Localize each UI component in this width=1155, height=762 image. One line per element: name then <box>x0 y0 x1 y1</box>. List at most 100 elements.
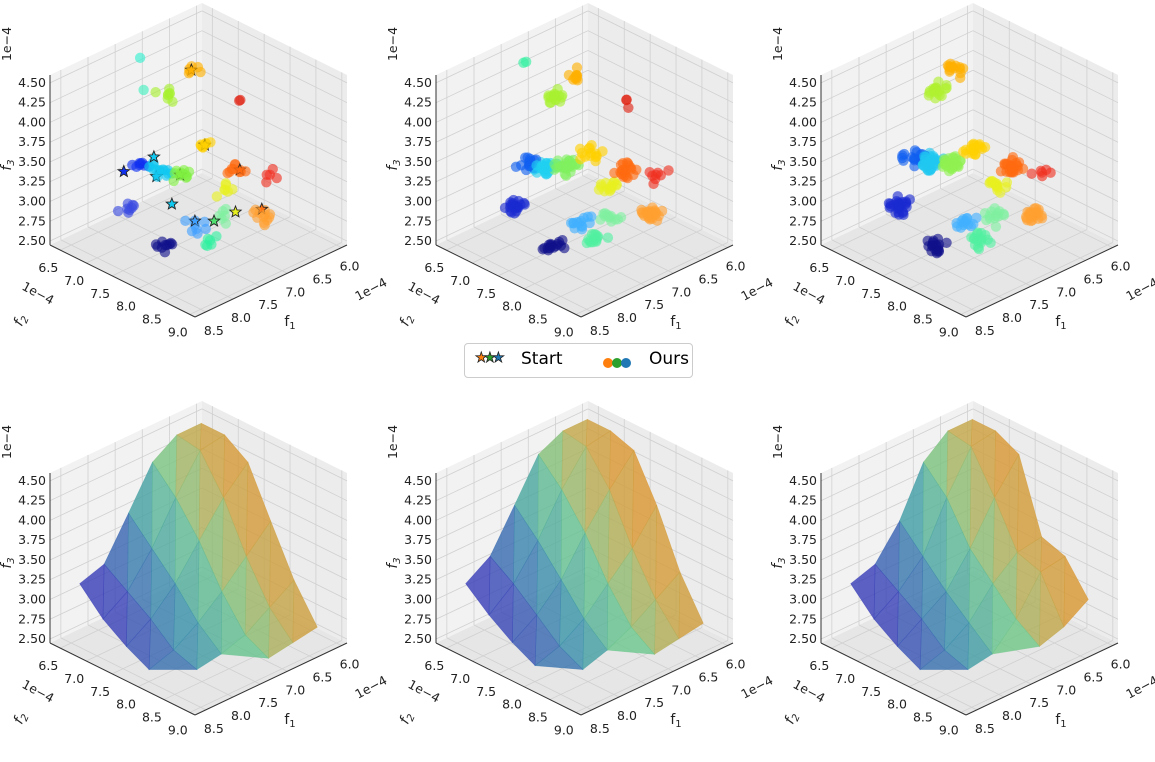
f1-tick-label: 7.0 <box>671 284 691 299</box>
gridline <box>960 242 1113 315</box>
f3-tick-label: 3.00 <box>404 194 432 209</box>
f2-tick-label: 7.5 <box>90 684 110 699</box>
f2-tick-label: 8.5 <box>528 312 548 327</box>
gridline <box>858 226 1005 300</box>
scatter-point <box>954 72 966 84</box>
gridline <box>60 637 207 711</box>
gridline <box>49 10 203 84</box>
f2-tick-label: 9.0 <box>554 722 574 737</box>
gridline <box>472 190 625 264</box>
scatter-point <box>590 155 601 167</box>
gridline <box>934 627 1088 700</box>
gridline <box>163 229 317 302</box>
f3-tick-label: 4.50 <box>18 75 46 90</box>
surface-facet <box>606 626 656 655</box>
gridline <box>435 30 589 104</box>
scatter-point <box>984 178 995 189</box>
f1-tick-label: 6.5 <box>698 669 718 684</box>
f2-tick-label: 8.0 <box>887 697 907 712</box>
scatter-point <box>606 216 617 227</box>
gridline <box>587 10 734 84</box>
gridline <box>60 239 207 313</box>
f2-tick-label: 8.0 <box>116 697 136 712</box>
gridline <box>49 109 203 183</box>
f2-tick-label: 7.0 <box>835 273 855 288</box>
gridline <box>587 89 734 163</box>
surface-facet <box>79 563 105 620</box>
f3-axis-label: f3 <box>385 557 403 568</box>
f1-tick-label: 8.0 <box>231 708 251 723</box>
f3-axis-label: f3 <box>0 159 17 170</box>
chart-panel-6: 2.50 2.75 3.00 3.25 3.50 3.75 4.00 4.25 4.50 6.5 7… <box>770 401 1155 737</box>
surface-facet <box>488 582 514 644</box>
f2-tick-label: 8.5 <box>142 710 162 725</box>
f3-tick-label: 2.50 <box>404 631 432 646</box>
f3-tick-label: 2.75 <box>404 611 432 626</box>
scatter-point <box>205 137 216 148</box>
f2-tick-label: 6.5 <box>424 658 444 673</box>
gridline <box>885 213 1032 287</box>
scatter-point <box>211 231 222 242</box>
f1-axis-label: f1 <box>670 712 681 730</box>
f2-tick-label: 7.5 <box>476 286 496 301</box>
scatter-point <box>219 184 230 195</box>
start-star-marker <box>207 213 221 227</box>
legend: ★★★ Start Ours <box>464 343 693 378</box>
f2-tick-label: 7.0 <box>450 671 470 686</box>
f2-axis-line <box>49 244 196 318</box>
f3-tick-label: 3.75 <box>789 134 817 149</box>
f2-tick-label: 8.5 <box>913 312 933 327</box>
scatter-point <box>192 61 204 73</box>
f3-tick-label: 4.00 <box>404 114 432 129</box>
f3-tick-label: 3.50 <box>789 552 817 567</box>
scatter-point <box>202 240 213 252</box>
f2-tick-label: 8.5 <box>142 312 162 327</box>
f2-tick-label: 7.5 <box>861 286 881 301</box>
scatter-point <box>628 169 639 180</box>
gridline <box>435 109 589 183</box>
scatter-point <box>233 95 245 106</box>
scatter-point <box>957 63 969 74</box>
scatter-point <box>162 93 173 104</box>
scatter-point <box>571 62 583 73</box>
scatter-point <box>150 86 161 98</box>
f2-axis-line <box>435 244 582 318</box>
f3-tick-label: 4.25 <box>789 95 817 110</box>
legend-ours-label: Ours <box>649 349 690 369</box>
scatter-point <box>168 175 179 187</box>
surface-facet <box>534 645 584 670</box>
f3-tick-label: 3.75 <box>404 134 432 149</box>
f3-tick-label: 4.00 <box>18 114 46 129</box>
gridline <box>972 89 1119 163</box>
scatter-point <box>989 212 1000 224</box>
f1-offset-text: 1e−4 <box>352 672 389 701</box>
scatter-point <box>623 102 634 113</box>
f1-offset-text: 1e−4 <box>1123 274 1155 303</box>
f3-offset-text: 1e−4 <box>0 27 14 61</box>
scatter-point <box>597 146 608 157</box>
scatter-point <box>971 212 982 224</box>
gridline <box>201 30 348 104</box>
scatter-point <box>235 166 246 177</box>
f1-tick-label: 8.0 <box>617 310 637 325</box>
gridline <box>60 177 213 251</box>
f3-tick-label: 4.25 <box>404 493 432 508</box>
scatter-point <box>250 204 261 216</box>
scatter-point <box>541 162 552 174</box>
f1-tick-label: 6.5 <box>312 271 332 286</box>
surface-facet <box>991 618 1041 655</box>
f2-tick-label: 9.0 <box>168 324 188 339</box>
f2-offset-text: 1e−4 <box>20 676 57 705</box>
gridline <box>587 109 734 183</box>
scatter-point <box>979 207 991 219</box>
f2-offset-text: 1e−4 <box>406 278 443 307</box>
start-star-marker <box>147 149 161 163</box>
f2-axis-label: f2 <box>11 312 32 330</box>
scatter-point <box>192 228 203 239</box>
f2-tick-label: 6.5 <box>38 658 58 673</box>
f1-tick-label: 8.0 <box>231 310 251 325</box>
scatter-point <box>992 184 1003 196</box>
scatter-point <box>177 168 189 180</box>
gridline <box>972 30 1119 104</box>
